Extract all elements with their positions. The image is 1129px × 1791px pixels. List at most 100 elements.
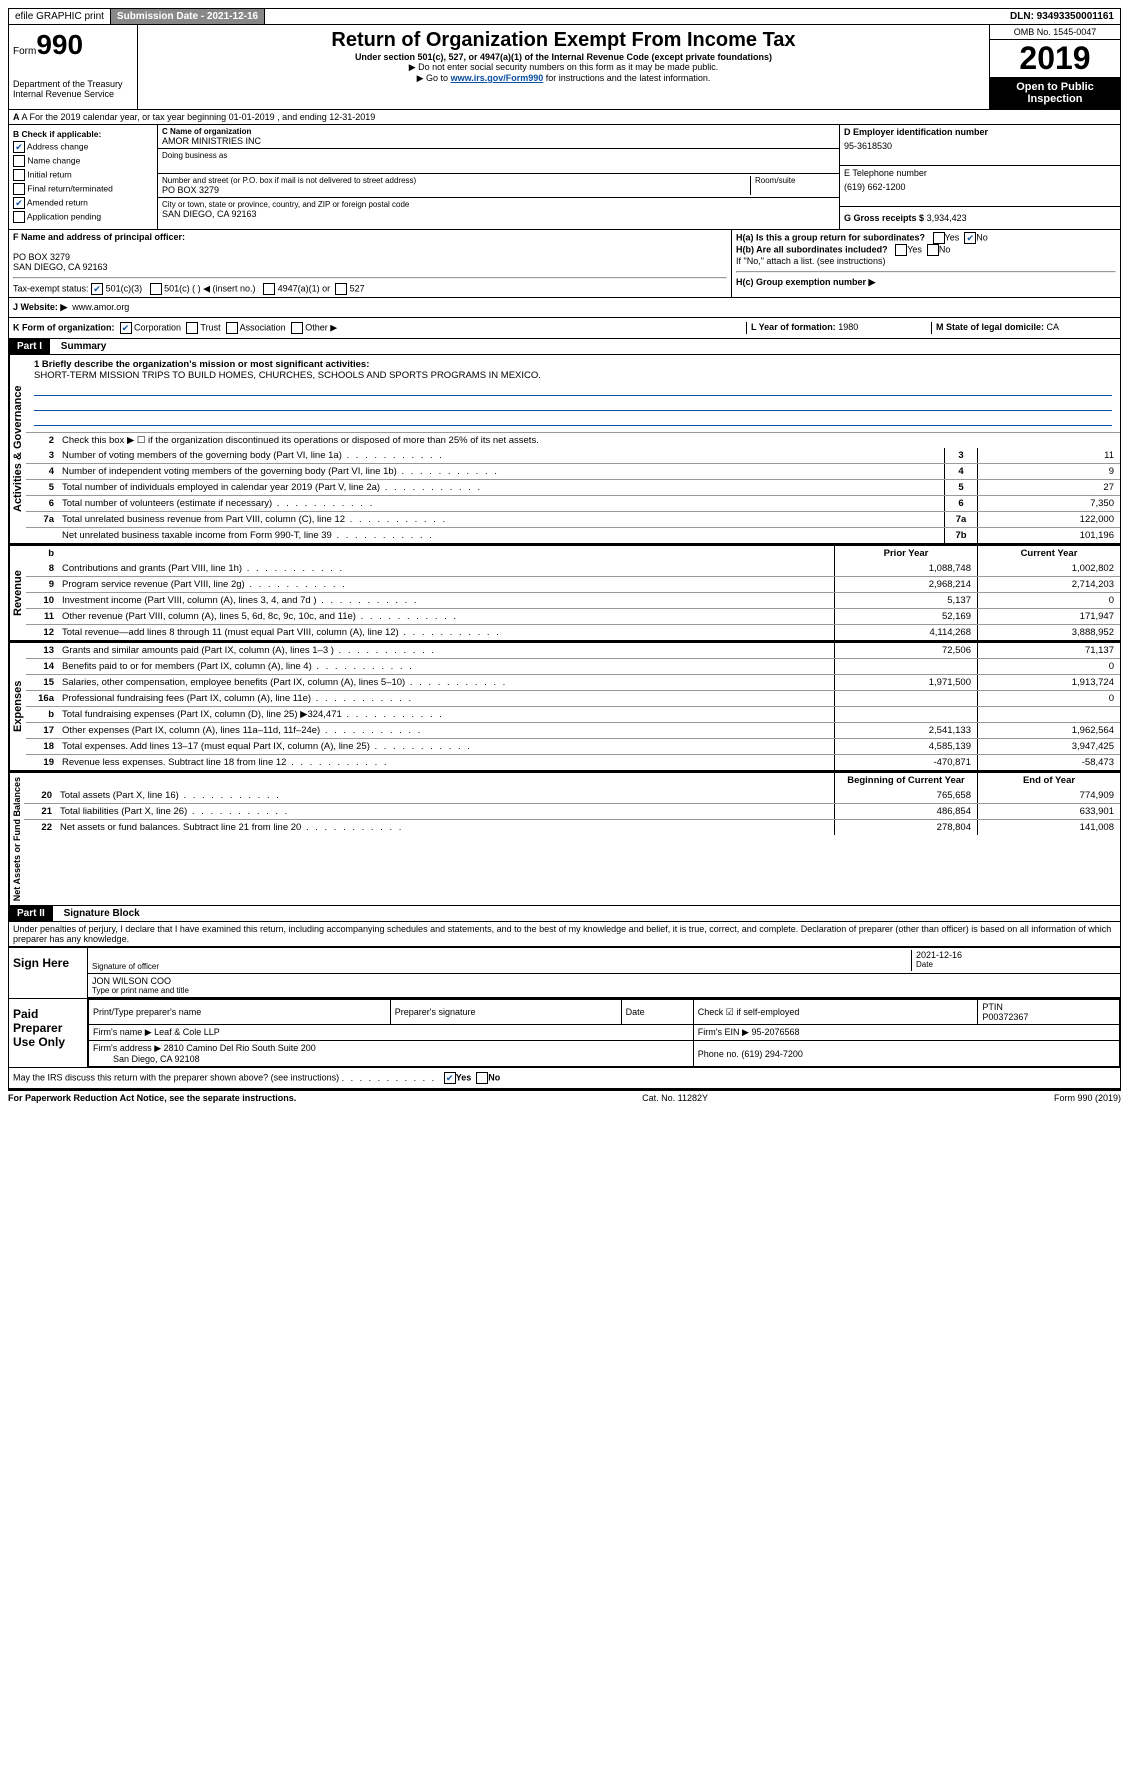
f-label: F Name and address of principal officer: bbox=[13, 232, 185, 242]
table-row: 15Salaries, other compensation, employee… bbox=[26, 674, 1120, 690]
application-checkbox[interactable] bbox=[13, 211, 25, 223]
subtitle-1: Under section 501(c), 527, or 4947(a)(1)… bbox=[142, 52, 985, 62]
year-formation: 1980 bbox=[838, 322, 858, 332]
address-change-label: Address change bbox=[27, 141, 88, 151]
website-row: J Website: ▶ www.amor.org bbox=[8, 298, 1121, 318]
prep-name-label: Print/Type preparer's name bbox=[89, 1000, 391, 1025]
footer-left: For Paperwork Reduction Act Notice, see … bbox=[8, 1093, 296, 1103]
sign-here-label: Sign Here bbox=[9, 948, 88, 998]
ha-no-checkbox[interactable] bbox=[964, 232, 976, 244]
4947-label: 4947(a)(1) or bbox=[278, 283, 331, 293]
assoc-checkbox[interactable] bbox=[226, 322, 238, 334]
subtitle-3-post: for instructions and the latest informat… bbox=[543, 73, 710, 83]
legal-domicile: CA bbox=[1047, 322, 1060, 332]
discuss-no: No bbox=[488, 1073, 500, 1083]
hc-label: H(c) Group exemption number ▶ bbox=[736, 277, 875, 287]
row-a-text: A For the 2019 calendar year, or tax yea… bbox=[22, 112, 376, 122]
top-bar: efile GRAPHIC print Submission Date - 20… bbox=[8, 8, 1121, 25]
line2-text: Check this box ▶ ☐ if the organization d… bbox=[58, 433, 1120, 448]
form-word: Form bbox=[13, 46, 36, 57]
paid-prep-label: Paid Preparer Use Only bbox=[9, 999, 88, 1067]
hb-no-checkbox[interactable] bbox=[927, 244, 939, 256]
org-city: SAN DIEGO, CA 92163 bbox=[162, 209, 835, 219]
hb-label: H(b) Are all subordinates included? bbox=[736, 244, 888, 254]
table-row: 14Benefits paid to or for members (Part … bbox=[26, 658, 1120, 674]
omb-number: OMB No. 1545-0047 bbox=[990, 25, 1120, 40]
hb-yes-checkbox[interactable] bbox=[895, 244, 907, 256]
ein-value: 95-3618530 bbox=[844, 137, 1116, 155]
footer: For Paperwork Reduction Act Notice, see … bbox=[8, 1091, 1121, 1105]
address-change-checkbox[interactable] bbox=[13, 141, 25, 153]
discuss-yes-checkbox[interactable] bbox=[444, 1072, 456, 1084]
table-row: 20Total assets (Part X, line 16)765,6587… bbox=[24, 788, 1120, 803]
discuss-no-checkbox[interactable] bbox=[476, 1072, 488, 1084]
no-label2: No bbox=[939, 244, 951, 254]
sig-date-label: Date bbox=[916, 960, 1116, 969]
city-label: City or town, state or province, country… bbox=[162, 200, 835, 209]
firm-ein: 95-2076568 bbox=[751, 1027, 799, 1037]
website-value: www.amor.org bbox=[72, 302, 129, 313]
ptin-value: P00372367 bbox=[982, 1012, 1028, 1022]
name-change-label: Name change bbox=[27, 155, 80, 165]
summary-table: Activities & Governance 1 Briefly descri… bbox=[8, 355, 1121, 544]
b-check-label: B Check if applicable: bbox=[13, 129, 101, 139]
g-label: G Gross receipts $ bbox=[844, 213, 924, 223]
other-label: Other ▶ bbox=[305, 322, 337, 332]
submission-date-button[interactable]: Submission Date - 2021-12-16 bbox=[111, 9, 265, 24]
trust-label: Trust bbox=[200, 322, 220, 332]
table-row: 19Revenue less expenses. Subtract line 1… bbox=[26, 754, 1120, 770]
501c-checkbox[interactable] bbox=[150, 283, 162, 295]
corp-checkbox[interactable] bbox=[120, 322, 132, 334]
final-return-checkbox[interactable] bbox=[13, 183, 25, 195]
c-label: C Name of organization bbox=[162, 127, 251, 136]
table-row: 4Number of independent voting members of… bbox=[26, 463, 1120, 479]
table-row: 5Total number of individuals employed in… bbox=[26, 479, 1120, 495]
initial-return-checkbox[interactable] bbox=[13, 169, 25, 181]
line1-label: 1 Briefly describe the organization's mi… bbox=[34, 359, 369, 370]
exp-label: Expenses bbox=[9, 643, 26, 770]
firm-name-label: Firm's name ▶ bbox=[93, 1027, 152, 1037]
dln-label: DLN: 93493350001161 bbox=[1004, 9, 1120, 24]
efile-label: efile GRAPHIC print bbox=[9, 9, 111, 24]
subtitle-3-pre: ▶ Go to bbox=[417, 73, 451, 83]
footer-mid: Cat. No. 11282Y bbox=[642, 1093, 708, 1103]
501c3-checkbox[interactable] bbox=[91, 283, 103, 295]
sig-date-val: 2021-12-16 bbox=[916, 950, 1116, 960]
other-checkbox[interactable] bbox=[291, 322, 303, 334]
addr-label: Number and street (or P.O. box if mail i… bbox=[162, 176, 750, 185]
d-label: D Employer identification number bbox=[844, 127, 988, 137]
part2-header: Part II bbox=[9, 906, 53, 921]
table-row: 3Number of voting members of the governi… bbox=[26, 448, 1120, 463]
firm-ein-label: Firm's EIN ▶ bbox=[698, 1027, 749, 1037]
trust-checkbox[interactable] bbox=[186, 322, 198, 334]
name-change-checkbox[interactable] bbox=[13, 155, 25, 167]
527-checkbox[interactable] bbox=[335, 283, 347, 295]
mission-text: SHORT-TERM MISSION TRIPS TO BUILD HOMES,… bbox=[34, 370, 1112, 381]
ptin-label: PTIN bbox=[982, 1002, 1003, 1012]
k-org-row: K Form of organization: Corporation Trus… bbox=[8, 318, 1121, 339]
tax-year: 2019 bbox=[990, 40, 1120, 77]
gross-receipts: 3,934,423 bbox=[927, 213, 967, 223]
phone-label: Phone no. bbox=[698, 1049, 739, 1059]
firm-addr-label: Firm's address ▶ bbox=[93, 1043, 161, 1053]
501c3-label: 501(c)(3) bbox=[106, 283, 143, 293]
rev-label: Revenue bbox=[9, 546, 26, 640]
table-row: 16aProfessional fundraising fees (Part I… bbox=[26, 690, 1120, 706]
firm-name: Leaf & Cole LLP bbox=[154, 1027, 220, 1037]
table-row: 12Total revenue—add lines 8 through 11 (… bbox=[26, 624, 1120, 640]
row-a-tax-year: A A For the 2019 calendar year, or tax y… bbox=[8, 110, 1121, 125]
table-row: 17Other expenses (Part IX, column (A), l… bbox=[26, 722, 1120, 738]
amended-checkbox[interactable] bbox=[13, 197, 25, 209]
initial-return-label: Initial return bbox=[27, 169, 71, 179]
table-row: 22Net assets or fund balances. Subtract … bbox=[24, 819, 1120, 835]
firm-city: San Diego, CA 92108 bbox=[113, 1054, 200, 1064]
501c-label: 501(c) ( ) ◀ (insert no.) bbox=[164, 283, 255, 293]
irs-link[interactable]: www.irs.gov/Form990 bbox=[451, 73, 544, 83]
beg-year-header: Beginning of Current Year bbox=[834, 773, 977, 788]
4947-checkbox[interactable] bbox=[263, 283, 275, 295]
ha-yes-checkbox[interactable] bbox=[933, 232, 945, 244]
dept-label: Department of the Treasury Internal Reve… bbox=[13, 79, 133, 99]
footer-right: Form 990 (2019) bbox=[1054, 1093, 1121, 1103]
tax-status-label: Tax-exempt status: bbox=[13, 283, 89, 293]
org-address: PO BOX 3279 bbox=[162, 185, 750, 195]
